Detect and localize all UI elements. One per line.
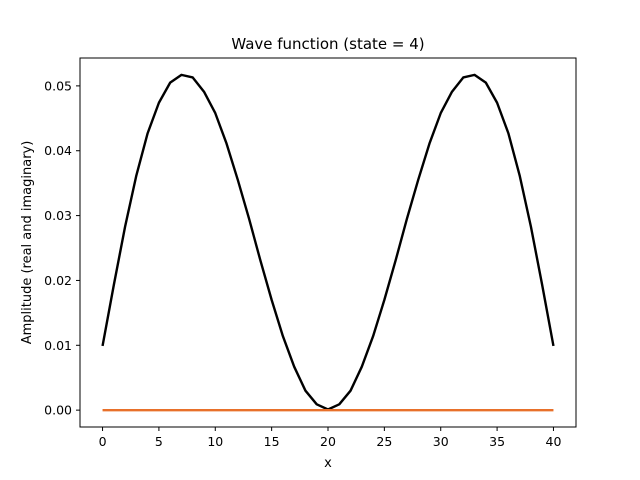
x-tick-label: 30 [433, 434, 449, 449]
y-axis-label: Amplitude (real and imaginary) [20, 141, 35, 345]
x-tick-label: 25 [376, 434, 392, 449]
x-tick-label: 20 [320, 434, 336, 449]
x-axis-label: x [324, 456, 332, 471]
x-tick-label: 40 [546, 434, 562, 449]
x-tick-label: 5 [155, 434, 163, 449]
x-tick-label: 10 [207, 434, 223, 449]
x-tick-label: 15 [264, 434, 280, 449]
x-axis: 0 5 10 15 20 25 30 35 40 [99, 427, 562, 449]
y-tick-label: 0.04 [44, 143, 72, 158]
chart-title: Wave function (state = 4) [231, 35, 424, 53]
series-layer [101, 73, 555, 412]
series-line-1 [101, 73, 555, 411]
y-axis: 0.00 0.01 0.02 0.03 0.04 0.05 [44, 78, 80, 418]
x-tick-label: 0 [99, 434, 107, 449]
y-tick-label: 0.02 [44, 273, 72, 288]
x-tick-label: 35 [489, 434, 505, 449]
y-tick-label: 0.05 [44, 78, 72, 93]
y-tick-label: 0.03 [44, 208, 72, 223]
y-tick-label: 0.00 [44, 403, 72, 418]
y-tick-label: 0.01 [44, 338, 72, 353]
